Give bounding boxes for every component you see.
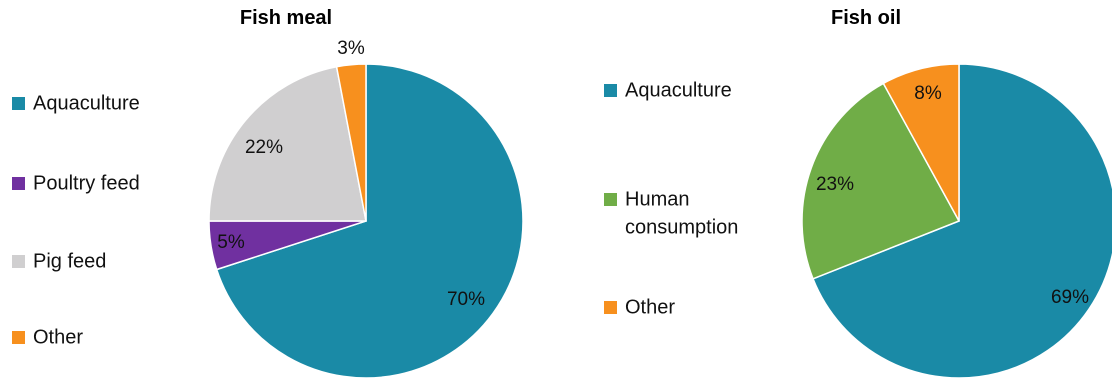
pie-slice-other — [882, 63, 960, 222]
legend-label: Aquaculture — [625, 79, 732, 101]
slice-label: 69% — [1051, 287, 1089, 308]
legend-swatch — [604, 84, 617, 97]
chart-title: Fish oil — [831, 7, 901, 29]
fish-oil-chart: Fish oil Aquaculture Human consumption Othe… — [604, 7, 1112, 379]
slice-label: 5% — [217, 232, 245, 253]
legend-label: Other — [625, 296, 675, 318]
slice-labels: 69% 23% 8% — [816, 83, 1089, 308]
legend-label: Pig feed — [33, 250, 106, 272]
slice-label: 22% — [245, 137, 283, 158]
legend-swatch — [604, 301, 617, 314]
legend-label: Aquaculture — [33, 92, 140, 114]
pie-slice-pig-feed — [208, 65, 367, 222]
slice-label: 8% — [914, 83, 942, 104]
slice-labels: 70% 5% 22% 3% — [217, 38, 485, 310]
pie — [208, 63, 524, 379]
legend: Aquaculture Human consumption Other — [604, 79, 738, 318]
pie-slice-other — [335, 63, 367, 222]
chart-title: Fish meal — [240, 7, 332, 29]
legend-label: Other — [33, 326, 83, 348]
legend-swatch — [604, 193, 617, 206]
slice-label: 70% — [447, 289, 485, 310]
legend-label: Human — [625, 188, 689, 210]
pie — [801, 63, 1112, 379]
legend-label: Poultry feed — [33, 172, 140, 194]
slice-label: 3% — [337, 38, 365, 59]
pie-slice-aquaculture — [215, 63, 524, 379]
legend-swatch — [12, 177, 25, 190]
legend-swatch — [12, 97, 25, 110]
pie-slice-aquaculture — [812, 63, 1112, 379]
legend: Aquaculture Poultry feed Pig feed Other — [12, 92, 140, 348]
pie-slice-human-consumption — [801, 82, 961, 280]
fish-meal-chart: Fish meal Aquaculture Poultry feed Pig fee… — [12, 7, 524, 379]
legend-swatch — [12, 255, 25, 268]
legend-label: consumption — [625, 216, 738, 238]
legend-swatch — [12, 331, 25, 344]
slice-label: 23% — [816, 174, 854, 195]
